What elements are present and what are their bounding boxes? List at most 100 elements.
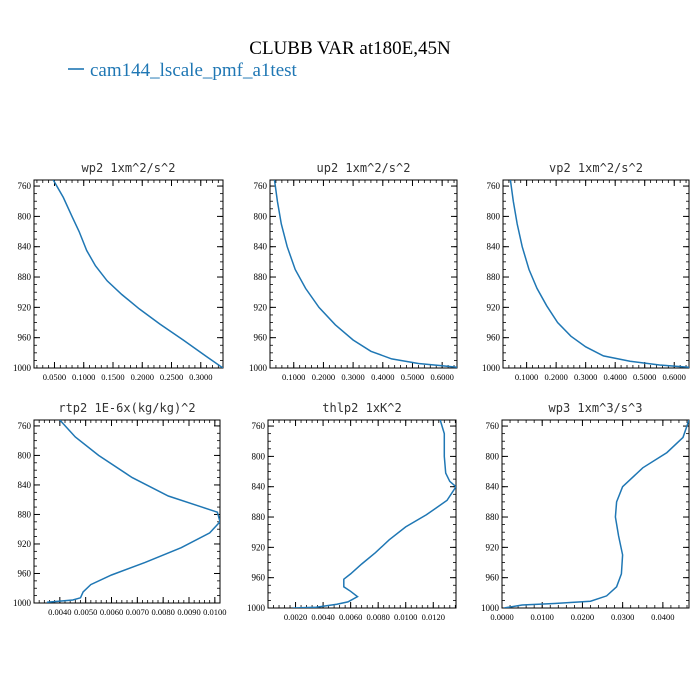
x-tick-label: 0.3000	[341, 372, 364, 382]
x-tick-label: 0.0400	[651, 612, 674, 622]
panel-4: rtp2 1E-6x(kg/kg)^20.0040 0.0050 0.0060 0.0…	[13, 401, 227, 617]
y-tick-label: 840	[487, 242, 501, 252]
x-tick-label: 0.6000	[430, 372, 453, 382]
series-line	[503, 420, 689, 608]
x-tick-label: 0.1000	[72, 372, 95, 382]
x-tick-label: 0.5000	[401, 372, 424, 382]
x-tick-label: 0.0120	[422, 612, 445, 622]
y-tick-label: 880	[18, 509, 32, 519]
x-tick-label: 0.0050	[74, 607, 97, 617]
x-tick-label: 0.0080	[151, 607, 174, 617]
y-tick-label: 920	[487, 302, 501, 312]
x-tick-label: 0.0040	[48, 607, 71, 617]
x-tick-label: 0.3000	[574, 372, 597, 382]
y-tick-label: 960	[18, 568, 32, 578]
y-tick-label: 800	[18, 211, 32, 221]
x-tick-label: 0.0100	[531, 612, 554, 622]
plot-frame	[269, 179, 458, 369]
x-tick-label: 0.0060	[339, 612, 362, 622]
y-tick-label: 1000	[249, 363, 268, 373]
x-tick-label: 0.0070	[126, 607, 149, 617]
y-tick-label: 1000	[247, 603, 266, 613]
y-tick-label: 800	[486, 451, 500, 461]
y-tick-label: 840	[252, 482, 266, 492]
y-tick-label: 880	[487, 272, 501, 282]
x-tick-label: 0.3000	[189, 372, 212, 382]
x-tick-label: 0.5000	[633, 372, 656, 382]
x-tick-label: 0.0060	[100, 607, 123, 617]
y-tick-label: 760	[486, 421, 500, 431]
y-tick-label: 760	[252, 421, 266, 431]
panel-1: wp2 1xm^2/s^2 0.0500 0.1000 0.1500 0.2000 0.2…	[13, 161, 224, 382]
panel-title: vp2 1xm^2/s^2	[549, 161, 643, 175]
figure-title: CLUBB VAR at180E,45N	[249, 38, 451, 59]
x-tick-label: 0.0300	[611, 612, 634, 622]
y-tick-label: 880	[486, 512, 500, 522]
plot-frame	[502, 179, 690, 369]
y-tick-label: 760	[18, 421, 32, 431]
x-tick-label: 0.0000	[490, 612, 513, 622]
x-tick-label: 0.2000	[544, 372, 567, 382]
x-tick-label: 0.0020	[284, 612, 307, 622]
y-tick-label: 880	[252, 512, 266, 522]
x-tick-label: 0.2000	[312, 372, 335, 382]
panel-6: wp3 1xm^3/s^3 0.0000 0.0100 0.0200 0.0300 0.0…	[481, 401, 690, 622]
panel-title: thlp2 1xK^2	[322, 401, 401, 415]
panel-title: wp2 1xm^2/s^2	[82, 161, 176, 175]
plot-frame	[33, 179, 224, 369]
x-tick-label: 0.4000	[604, 372, 627, 382]
y-tick-label: 960	[486, 573, 500, 583]
y-tick-label: 1000	[13, 363, 32, 373]
series-line	[52, 180, 223, 368]
y-tick-label: 920	[252, 542, 266, 552]
legend: cam144_lscale_pmf_a1test	[68, 60, 298, 81]
y-tick-label: 840	[254, 242, 268, 252]
plot-frame	[33, 419, 221, 604]
x-tick-label: 0.6000	[663, 372, 686, 382]
series-line	[273, 180, 457, 368]
y-tick-label: 880	[254, 272, 268, 282]
panel-title: rtp2 1E-6x(kg/kg)^2	[58, 401, 195, 415]
y-tick-label: 960	[254, 333, 268, 343]
y-tick-label: 800	[18, 450, 32, 460]
x-tick-label: 0.1000	[515, 372, 538, 382]
y-tick-label: 960	[487, 333, 501, 343]
x-tick-label: 0.0100	[203, 607, 226, 617]
legend-label: cam144_lscale_pmf_a1test	[90, 60, 298, 81]
x-tick-label: 0.4000	[371, 372, 394, 382]
panel-2: up2 1xm^2/s^2 0.1000 0.2000 0.3000 0.4000 0.5…	[249, 161, 458, 382]
y-tick-label: 1000	[482, 363, 501, 373]
y-tick-label: 920	[254, 302, 268, 312]
panel-title: up2 1xm^2/s^2	[317, 161, 411, 175]
panel-3: vp2 1xm^2/s^2 0.1000 0.2000 0.3000 0.4000 0.5…	[482, 161, 690, 382]
y-tick-label: 920	[18, 302, 32, 312]
y-tick-label: 760	[487, 181, 501, 191]
series-line	[509, 180, 689, 368]
x-tick-label: 0.0040	[311, 612, 334, 622]
series-line	[46, 420, 220, 603]
y-tick-label: 760	[18, 181, 32, 191]
x-tick-label: 0.0500	[43, 372, 66, 382]
y-tick-label: 800	[254, 211, 268, 221]
y-tick-label: 920	[18, 539, 32, 549]
subplot-grid: wp2 1xm^2/s^2 0.0500 0.1000 0.1500 0.2000 0.2…	[13, 161, 690, 622]
y-tick-label: 960	[18, 333, 32, 343]
x-tick-label: 0.0080	[366, 612, 389, 622]
panel-title: wp3 1xm^3/s^3	[549, 401, 643, 415]
x-tick-label: 0.0090	[177, 607, 200, 617]
y-tick-label: 960	[252, 573, 266, 583]
y-tick-label: 840	[486, 482, 500, 492]
plot-frame	[501, 419, 690, 609]
y-tick-label: 800	[252, 451, 266, 461]
y-tick-label: 800	[487, 211, 501, 221]
x-tick-label: 0.0200	[571, 612, 594, 622]
y-tick-label: 1000	[13, 598, 32, 608]
y-tick-label: 880	[18, 272, 32, 282]
y-tick-label: 920	[486, 542, 500, 552]
x-tick-label: 0.1500	[101, 372, 124, 382]
y-tick-label: 840	[18, 242, 32, 252]
x-tick-label: 0.2000	[131, 372, 154, 382]
panel-5: thlp2 1xK^2 0.0020 0.0040 0.0060 0.0080 0.010…	[247, 401, 457, 622]
y-tick-label: 840	[18, 480, 32, 490]
